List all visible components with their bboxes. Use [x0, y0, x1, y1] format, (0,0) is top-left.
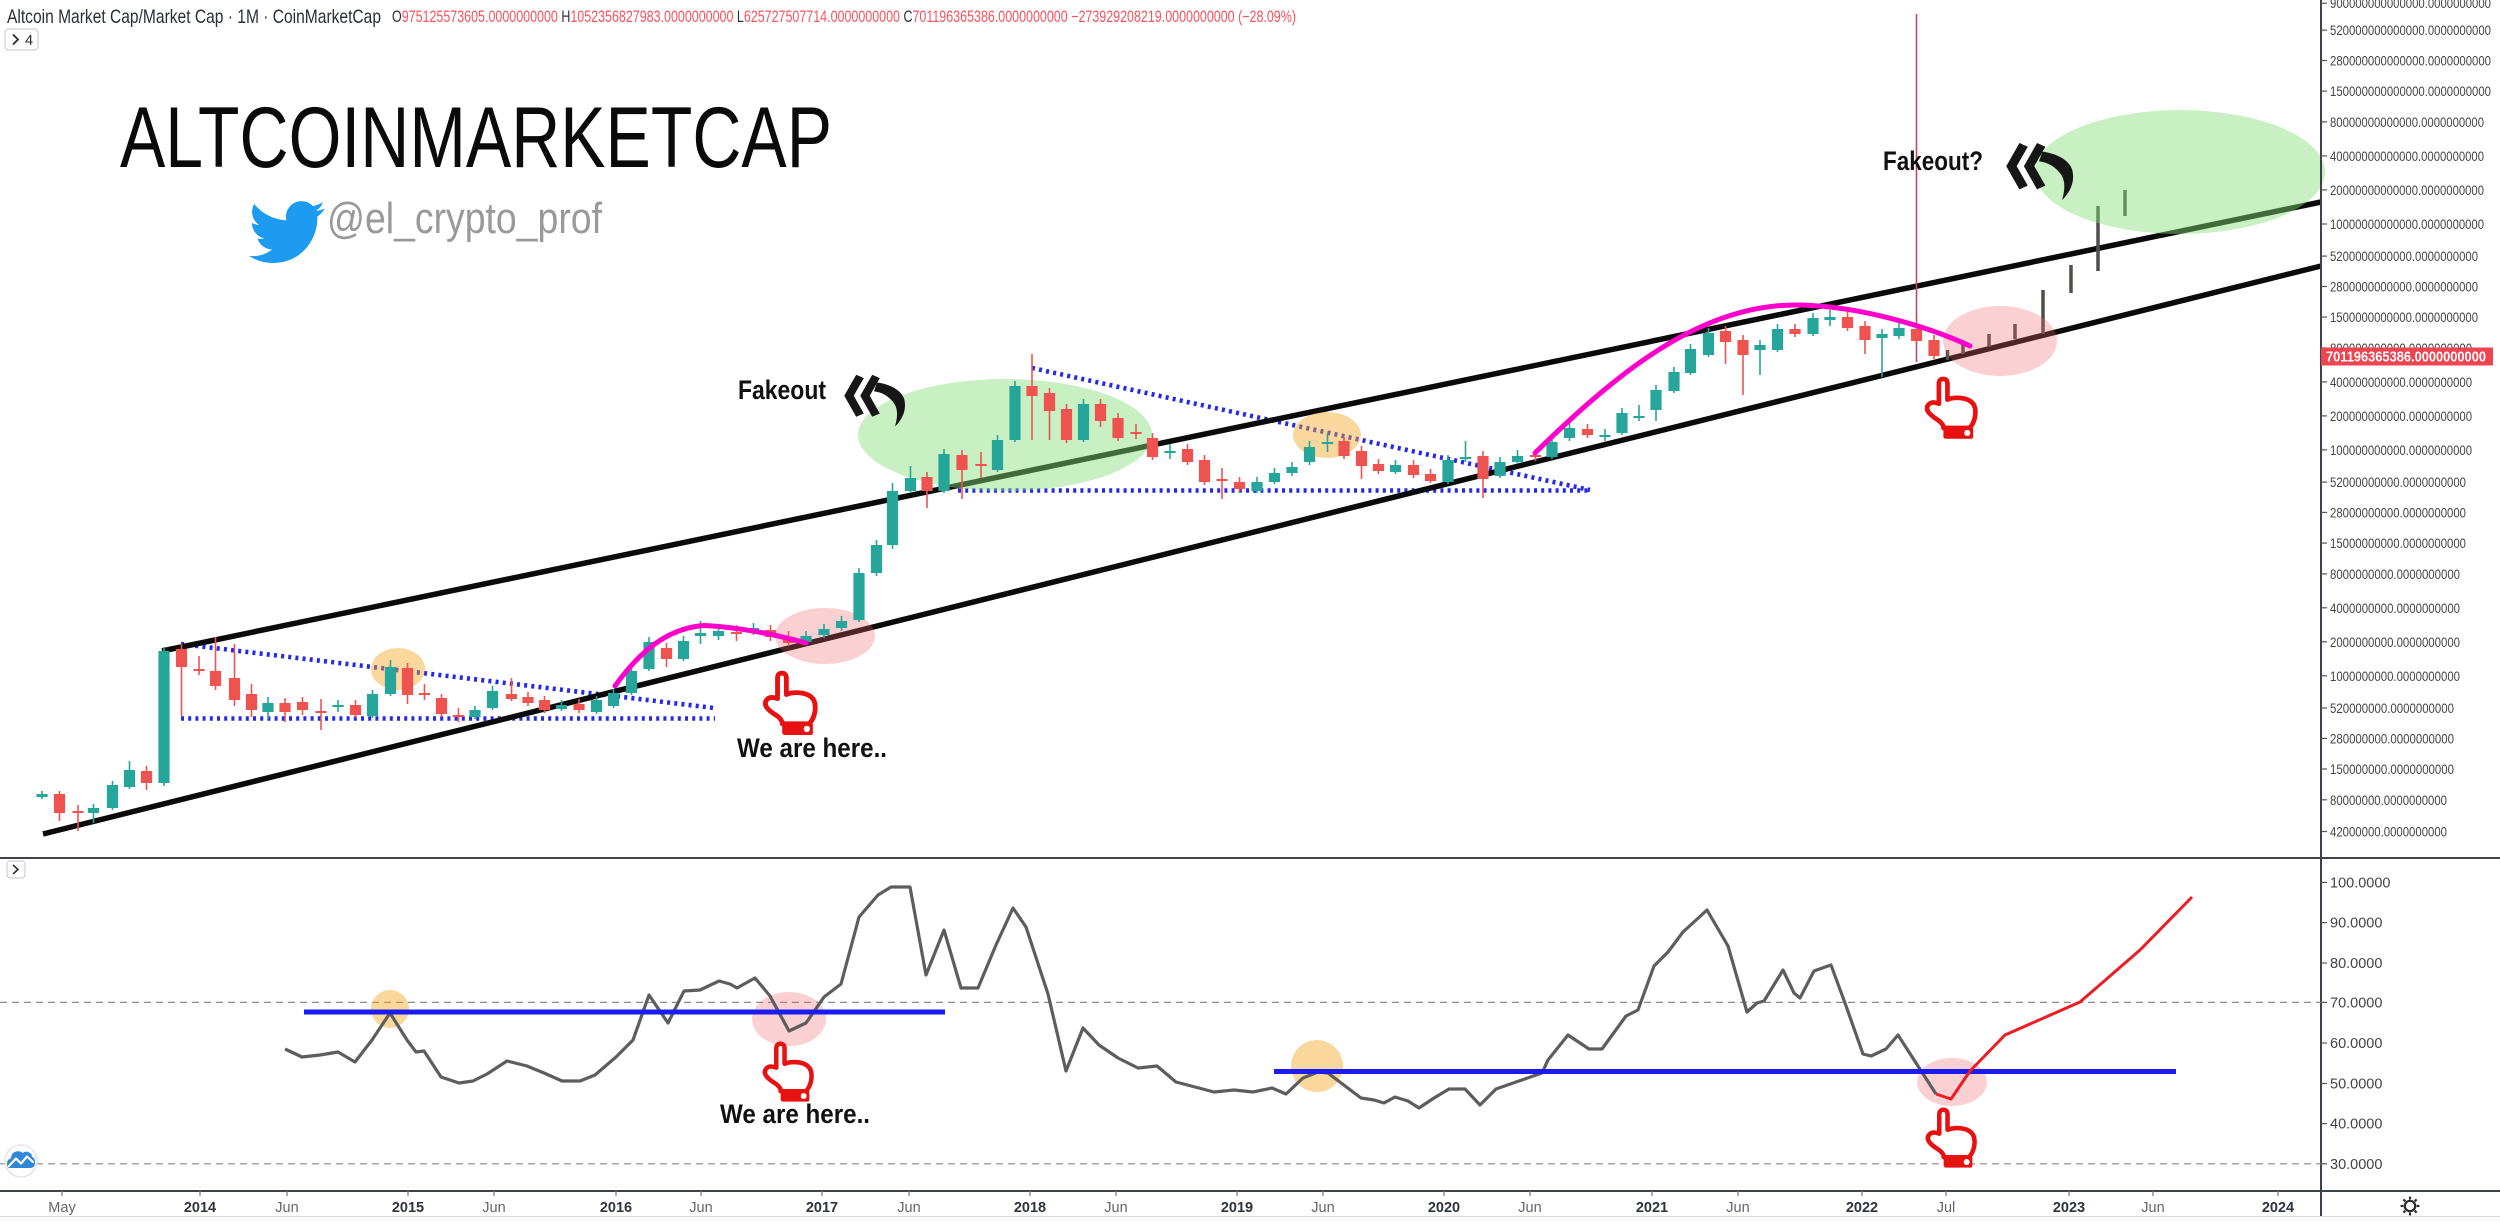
svg-text:2019: 2019 [1221, 1200, 1253, 1216]
svg-text:30.0000: 30.0000 [2330, 1157, 2382, 1173]
svg-text:150000000.0000000000: 150000000.0000000000 [2330, 762, 2454, 778]
svg-text:Jun: Jun [1726, 1200, 1749, 1216]
svg-text:1500000000000.0000000000: 1500000000000.0000000000 [2330, 310, 2478, 326]
svg-text:2024: 2024 [2262, 1200, 2294, 1216]
svg-text:Altcoin Market Cap/Market Cap: Altcoin Market Cap/Market Cap · 1M · Coi… [7, 6, 381, 28]
svg-text:Fakeout?: Fakeout? [1883, 146, 1983, 176]
svg-text:O975125573605.0000000000 H1052: O975125573605.0000000000 H1052356827983.… [392, 8, 1296, 26]
svg-text:52000000000.0000000000: 52000000000.0000000000 [2330, 475, 2466, 491]
svg-text:2023: 2023 [2053, 1200, 2085, 1216]
svg-text:2018: 2018 [1014, 1200, 1046, 1216]
svg-text:4000000000.0000000000: 4000000000.0000000000 [2330, 601, 2460, 617]
svg-text:2016: 2016 [600, 1200, 632, 1216]
svg-text:May: May [48, 1200, 76, 1216]
svg-text:Jun: Jun [897, 1200, 920, 1216]
svg-text:We are here..: We are here.. [720, 1099, 870, 1129]
svg-text:90.0000: 90.0000 [2330, 916, 2382, 932]
svg-text:28000000000.0000000000: 28000000000.0000000000 [2330, 505, 2466, 521]
svg-text:8000000000.0000000000: 8000000000.0000000000 [2330, 567, 2460, 583]
svg-text:@el_crypto_prof: @el_crypto_prof [327, 194, 603, 243]
svg-text:4: 4 [25, 33, 33, 49]
svg-text:Fakeout: Fakeout [738, 375, 826, 405]
svg-text:70.0000: 70.0000 [2330, 995, 2382, 1011]
svg-text:200000000000.0000000000: 200000000000.0000000000 [2330, 409, 2472, 425]
svg-text:900000000000000.0000000000: 900000000000000.0000000000 [2330, 0, 2491, 12]
svg-text:20000000000000.0000000000: 20000000000000.0000000000 [2330, 183, 2484, 199]
svg-text:2014: 2014 [184, 1200, 216, 1216]
svg-text:Jun: Jun [2141, 1200, 2164, 1216]
svg-text:280000000.0000000000: 280000000.0000000000 [2330, 731, 2454, 747]
svg-text:150000000000000.0000000000: 150000000000000.0000000000 [2330, 84, 2491, 100]
svg-text:5200000000000.0000000000: 5200000000000.0000000000 [2330, 249, 2478, 265]
svg-text:2800000000000.0000000000: 2800000000000.0000000000 [2330, 280, 2478, 296]
svg-text:100000000000.0000000000: 100000000000.0000000000 [2330, 443, 2472, 459]
svg-text:Jun: Jun [689, 1200, 712, 1216]
svg-text:2020: 2020 [1428, 1200, 1460, 1216]
svg-text:We are here..: We are here.. [737, 733, 887, 763]
svg-text:2015: 2015 [392, 1200, 424, 1216]
svg-text:10000000000000.0000000000: 10000000000000.0000000000 [2330, 217, 2484, 233]
svg-text:Jun: Jun [482, 1200, 505, 1216]
svg-text:280000000000000.0000000000: 280000000000000.0000000000 [2330, 54, 2491, 70]
svg-text:15000000000.0000000000: 15000000000.0000000000 [2330, 536, 2466, 552]
svg-text:Jun: Jun [275, 1200, 298, 1216]
svg-text:520000000.0000000000: 520000000.0000000000 [2330, 701, 2454, 717]
svg-text:42000000.0000000000: 42000000.0000000000 [2330, 825, 2447, 841]
svg-text:80000000000000.0000000000: 80000000000000.0000000000 [2330, 115, 2484, 131]
svg-text:ALTCOINMARKETCAP: ALTCOINMARKETCAP [120, 90, 832, 186]
svg-text:2000000000.0000000000: 2000000000.0000000000 [2330, 635, 2460, 651]
svg-text:2017: 2017 [806, 1200, 838, 1216]
svg-text:40000000000000.0000000000: 40000000000000.0000000000 [2330, 149, 2484, 165]
svg-text:Jul: Jul [1937, 1200, 1956, 1216]
svg-text:520000000000000.0000000000: 520000000000000.0000000000 [2330, 23, 2491, 39]
svg-text:2021: 2021 [1636, 1200, 1668, 1216]
svg-text:80000000.0000000000: 80000000.0000000000 [2330, 793, 2447, 809]
svg-text:100.0000: 100.0000 [2330, 875, 2390, 891]
svg-text:2022: 2022 [1846, 1200, 1878, 1216]
svg-text:60.0000: 60.0000 [2330, 1036, 2382, 1052]
svg-text:400000000000.0000000000: 400000000000.0000000000 [2330, 375, 2472, 391]
svg-text:Jun: Jun [1311, 1200, 1334, 1216]
svg-text:Jun: Jun [1104, 1200, 1127, 1216]
svg-text:50.0000: 50.0000 [2330, 1077, 2382, 1093]
svg-text:80.0000: 80.0000 [2330, 956, 2382, 972]
svg-text:1000000000.0000000000: 1000000000.0000000000 [2330, 669, 2460, 685]
svg-text:Jun: Jun [1518, 1200, 1541, 1216]
svg-text:40.0000: 40.0000 [2330, 1117, 2382, 1133]
svg-text:701196365386.0000000000: 701196365386.0000000000 [2326, 350, 2486, 366]
